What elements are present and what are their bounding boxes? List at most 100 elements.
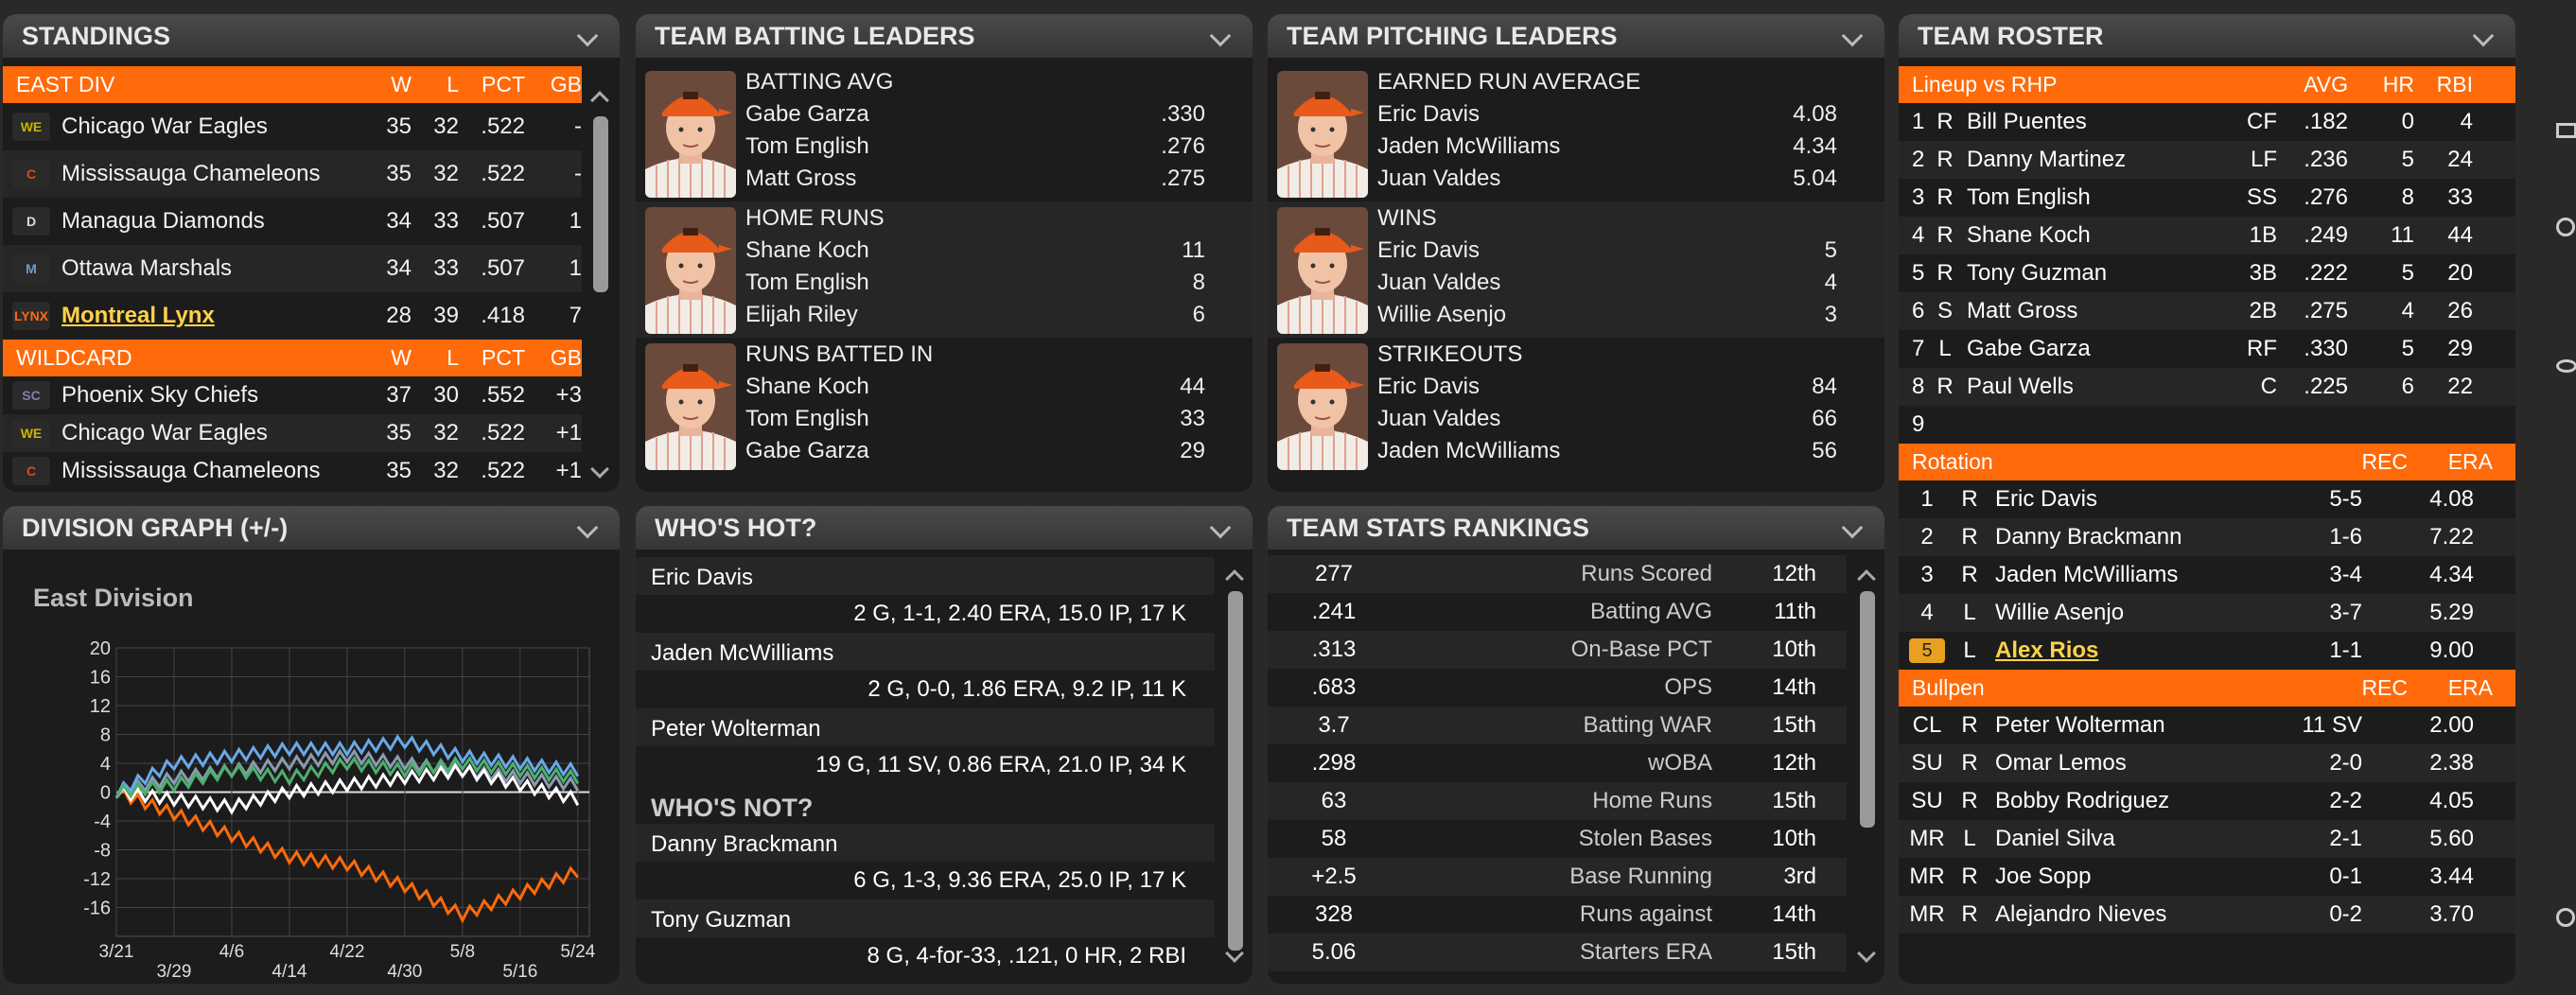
rotation-row[interactable]: 2 R Danny Brackmann 1-6 7.22: [1899, 518, 2515, 556]
lineup-row[interactable]: 8 R Paul Wells C .225 6 22: [1899, 368, 2515, 406]
bullpen-row[interactable]: MR R Alejandro Nieves 0-2 3.70: [1899, 896, 2515, 934]
hot-player-name[interactable]: Peter Wolterman: [636, 708, 1215, 746]
pct: .522: [481, 420, 525, 445]
scroll-down-icon[interactable]: [590, 460, 609, 479]
leader-row[interactable]: Gabe Garza 29: [745, 438, 1205, 470]
leader-row[interactable]: Eric Davis 5: [1377, 237, 1837, 270]
lineup-row[interactable]: 7 L Gabe Garza RF .330 5 29: [1899, 330, 2515, 368]
gear-icon[interactable]: [2556, 218, 2575, 236]
leader-row[interactable]: Eric Davis 4.08: [1377, 101, 1837, 133]
ranking-row[interactable]: +2.5 Base Running 3rd: [1268, 858, 1847, 896]
lineup-row[interactable]: 9: [1899, 406, 2515, 444]
leader-row[interactable]: Elijah Riley 6: [745, 302, 1205, 334]
standings-row[interactable]: WE Chicago War Eagles 35 32 .522 +1: [3, 414, 582, 452]
standings-row[interactable]: C Mississauga Chameleons 35 32 .522 -: [3, 150, 582, 198]
lineup-row[interactable]: 3 R Tom English SS .276 8 33: [1899, 179, 2515, 217]
ranking-row[interactable]: .683 OPS 14th: [1268, 669, 1847, 707]
ranking-row[interactable]: 58 Stolen Bases 10th: [1268, 820, 1847, 858]
bullpen-row[interactable]: CL R Peter Wolterman 11 SV 2.00: [1899, 707, 2515, 744]
player-link[interactable]: Alex Rios: [1995, 637, 2099, 663]
lineup-row[interactable]: 6 S Matt Gross 2B .275 4 26: [1899, 292, 2515, 330]
ranking-row[interactable]: .313 On-Base PCT 10th: [1268, 631, 1847, 669]
rotation-row[interactable]: 4 L Willie Asenjo 3-7 5.29: [1899, 594, 2515, 632]
scroll-up-icon[interactable]: [1857, 569, 1876, 588]
batting-leaders-header[interactable]: TEAM BATTING LEADERS: [636, 14, 1253, 58]
ranking-row[interactable]: 277 Runs Scored 12th: [1268, 555, 1847, 593]
chevron-down-icon[interactable]: [2472, 25, 2495, 47]
rotation-row[interactable]: 5 L Alex Rios 1-1 9.00: [1899, 632, 2515, 670]
division-graph-header[interactable]: DIVISION GRAPH (+/-): [3, 506, 620, 550]
scroll-up-icon[interactable]: [590, 91, 609, 110]
leader-row[interactable]: Shane Koch 44: [745, 374, 1205, 406]
chevron-down-icon[interactable]: [1841, 516, 1864, 539]
leader-category: EARNED RUN AVERAGE: [1377, 69, 1641, 95]
x-tick-label: 4/22: [329, 942, 364, 962]
leader-row[interactable]: Juan Valdes 5.04: [1377, 166, 1837, 198]
batting-avg: .275: [2304, 298, 2348, 323]
lineup-row[interactable]: 2 R Danny Martinez LF .236 5 24: [1899, 141, 2515, 179]
stat-value: 29: [1180, 438, 1205, 463]
chevron-down-icon[interactable]: [576, 516, 599, 539]
chevron-down-icon[interactable]: [1841, 25, 1864, 47]
leader-row[interactable]: Jaden McWilliams 4.34: [1377, 133, 1837, 166]
leader-row[interactable]: Juan Valdes 66: [1377, 406, 1837, 438]
leader-row[interactable]: Tom English 8: [745, 270, 1205, 302]
standings-row[interactable]: LYNX Montreal Lynx 28 39 .418 7: [3, 292, 582, 340]
bullpen-row[interactable]: MR L Daniel Silva 2-1 5.60: [1899, 820, 2515, 858]
leader-row[interactable]: Tom English 33: [745, 406, 1205, 438]
standings-row[interactable]: SC Phoenix Sky Chiefs 37 30 .552 +3: [3, 376, 582, 414]
hot-player-name[interactable]: Eric Davis: [636, 557, 1215, 595]
standings-row[interactable]: M Ottawa Marshals 34 33 .507 1: [3, 245, 582, 292]
chevron-down-icon[interactable]: [1209, 25, 1232, 47]
scroll-up-icon[interactable]: [1225, 569, 1244, 588]
chevron-down-icon[interactable]: [1209, 516, 1232, 539]
hot-player-name[interactable]: Jaden McWilliams: [636, 633, 1215, 671]
bullpen-row[interactable]: MR R Joe Sopp 0-1 3.44: [1899, 858, 2515, 896]
lineup-row[interactable]: 4 R Shane Koch 1B .249 11 44: [1899, 217, 2515, 254]
standings-row[interactable]: C Mississauga Chameleons 35 32 .522 +1: [3, 452, 582, 490]
ranking-row[interactable]: .298 wOBA 12th: [1268, 744, 1847, 782]
bullpen-row[interactable]: SU R Bobby Rodriguez 2-2 4.05: [1899, 782, 2515, 820]
leader-row[interactable]: Juan Valdes 4: [1377, 270, 1837, 302]
standings-row[interactable]: D Managua Diamonds 34 33 .507 1: [3, 198, 582, 245]
lineup-row[interactable]: 5 R Tony Guzman 3B .222 5 20: [1899, 254, 2515, 292]
scrollbar[interactable]: [1228, 591, 1243, 951]
batting-order: 6: [1912, 298, 1925, 323]
stat-value: 66: [1812, 406, 1837, 431]
leader-row[interactable]: Tom English .276: [745, 133, 1205, 166]
scroll-down-icon[interactable]: [1857, 944, 1876, 963]
scrollbar[interactable]: [1860, 591, 1875, 828]
hot-player-name[interactable]: Danny Brackmann: [636, 824, 1215, 862]
ranking-row[interactable]: 328 Runs against 14th: [1268, 896, 1847, 934]
leader-row[interactable]: Eric Davis 84: [1377, 374, 1837, 406]
ranking-row[interactable]: 5.06 Starters ERA 15th: [1268, 934, 1847, 971]
ranking-row[interactable]: 63 Home Runs 15th: [1268, 782, 1847, 820]
bullpen-row[interactable]: SU R Omar Lemos 2-0 2.38: [1899, 744, 2515, 782]
leader-row[interactable]: Gabe Garza .330: [745, 101, 1205, 133]
whos-hot-header[interactable]: WHO'S HOT?: [636, 506, 1253, 550]
hot-player-name[interactable]: Tony Guzman: [636, 899, 1215, 937]
ranking-row[interactable]: .241 Batting AVG 11th: [1268, 593, 1847, 631]
rotation-row[interactable]: 1 R Eric Davis 5-5 4.08: [1899, 480, 2515, 518]
scrollbar[interactable]: [593, 116, 608, 292]
mail-icon[interactable]: [2556, 123, 2576, 138]
player-name: Daniel Silva: [1995, 826, 2115, 851]
rotation-row[interactable]: 3 R Jaden McWilliams 3-4 4.34: [1899, 556, 2515, 594]
gear-icon[interactable]: [2556, 908, 2575, 927]
standings-row[interactable]: WE Chicago War Eagles 35 32 .522 -: [3, 103, 582, 150]
standings-header[interactable]: STANDINGS: [3, 14, 620, 58]
col-header-l: L: [447, 345, 459, 370]
team-stats-rankings-header[interactable]: TEAM STATS RANKINGS: [1268, 506, 1884, 550]
team-roster-header[interactable]: TEAM ROSTER: [1899, 14, 2515, 58]
pitching-leaders-header[interactable]: TEAM PITCHING LEADERS: [1268, 14, 1884, 58]
ranking-row[interactable]: 3.7 Batting WAR 15th: [1268, 707, 1847, 744]
lineup-row[interactable]: 1 R Bill Puentes CF .182 0 4: [1899, 103, 2515, 141]
leader-row[interactable]: Matt Gross .275: [745, 166, 1205, 198]
chevron-down-icon[interactable]: [576, 25, 599, 47]
leader-row[interactable]: Willie Asenjo 3: [1377, 302, 1837, 334]
player-name: Gabe Garza: [1967, 336, 2091, 361]
eye-icon[interactable]: [2556, 359, 2576, 373]
leader-row[interactable]: Shane Koch 11: [745, 237, 1205, 270]
leader-row[interactable]: Jaden McWilliams 56: [1377, 438, 1837, 470]
team-link[interactable]: Montreal Lynx: [61, 303, 215, 328]
